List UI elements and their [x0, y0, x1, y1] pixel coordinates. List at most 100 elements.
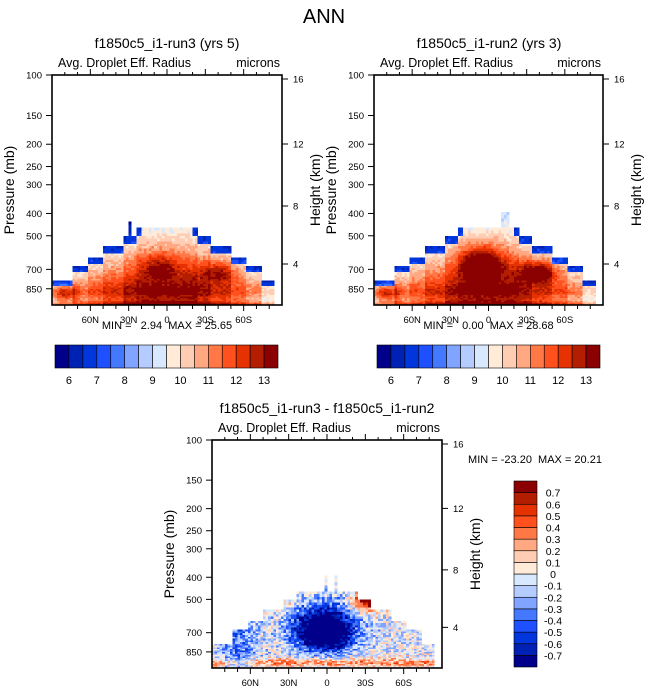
field-cell: [246, 302, 250, 305]
field-cell: [519, 243, 522, 247]
field-cell: [483, 299, 487, 302]
field-cell: [169, 280, 173, 283]
field-cell: [457, 246, 461, 250]
field-cell: [223, 257, 227, 261]
field-cell: [496, 227, 500, 231]
field-cell: [435, 302, 439, 305]
field-cell: [100, 280, 104, 283]
field-cell: [115, 267, 119, 271]
field-cell: [455, 263, 459, 267]
field-cell: [190, 279, 193, 282]
field-cell: [463, 288, 466, 291]
field-cell: [87, 298, 91, 300]
field-cell: [394, 275, 398, 278]
field-cell: [59, 288, 63, 291]
field-cell: [174, 246, 178, 250]
field-cell: [470, 250, 474, 254]
field-cell: [475, 302, 479, 305]
field-cell: [187, 248, 191, 252]
field-cell: [485, 269, 489, 273]
field-cell: [233, 282, 237, 285]
field-cell: [256, 295, 260, 297]
field-cell: [238, 300, 242, 303]
field-cell: [228, 275, 232, 278]
field-cell: [261, 290, 265, 293]
field-cell: [501, 277, 505, 280]
y-tick-label: 100: [26, 71, 42, 82]
field-cell: [200, 241, 204, 245]
field-cell: [82, 271, 86, 275]
field-cell: [519, 238, 522, 242]
field-cell: [87, 263, 91, 267]
field-cell: [516, 292, 520, 294]
field-cell: [452, 250, 456, 254]
field-cell: [118, 292, 122, 294]
field-cell: [169, 298, 173, 300]
field-cell: [394, 287, 398, 290]
field-cell: [154, 227, 158, 231]
field-cell: [503, 255, 507, 259]
field-cell: [493, 263, 497, 267]
field-cell: [177, 285, 181, 288]
field-cell: [202, 295, 206, 297]
field-cell: [154, 275, 158, 278]
field-cell: [90, 269, 94, 273]
field-cell: [498, 233, 502, 237]
field-cell: [529, 236, 533, 240]
field-cell: [205, 288, 209, 291]
field-cell: [138, 257, 142, 261]
field-cell: [202, 269, 206, 273]
field-cell: [526, 293, 530, 296]
field-cell: [169, 241, 173, 245]
field-cell: [534, 284, 538, 287]
field-cell: [223, 267, 227, 271]
field-cell: [516, 243, 520, 247]
field-cell: [508, 295, 512, 297]
field-cell: [399, 271, 403, 275]
field-cell: [177, 257, 181, 261]
field-cell: [169, 243, 173, 247]
field-cell: [228, 271, 232, 275]
field-cell: [72, 284, 76, 287]
field-cell: [138, 299, 142, 302]
field-cell: [110, 265, 114, 269]
field-cell: [506, 243, 510, 247]
field-cell: [207, 259, 211, 263]
field-cell: [271, 285, 275, 288]
field-cell: [264, 296, 268, 299]
field-cell: [473, 279, 477, 282]
field-cell: [496, 248, 500, 252]
field-cell: [218, 246, 222, 250]
field-cell: [531, 279, 535, 282]
field-cell: [126, 293, 130, 296]
field-cell: [233, 299, 237, 302]
field-cell: [167, 269, 170, 273]
field-cell: [384, 298, 388, 300]
field-cell: [108, 295, 112, 297]
field-cell: [521, 296, 525, 299]
field-cell: [192, 296, 196, 299]
field-cell: [524, 257, 528, 261]
field-cell: [429, 267, 433, 271]
field-cell: [223, 296, 227, 299]
field-cell: [103, 248, 107, 252]
field-cell: [419, 273, 423, 276]
field-cell: [154, 263, 158, 267]
field-cell: [90, 287, 94, 290]
field-cell: [394, 267, 398, 271]
field-cell: [87, 275, 91, 278]
field-cell: [151, 248, 155, 252]
field-cell: [113, 279, 117, 282]
field-cell: [447, 246, 451, 250]
field-cell: [207, 236, 211, 240]
field-cell: [98, 302, 101, 305]
field-cell: [432, 282, 436, 285]
colorbar-label: 7: [94, 375, 100, 387]
field-cell: [501, 296, 505, 299]
field-cell: [539, 279, 543, 282]
field-cell: [516, 282, 520, 285]
field-cell: [90, 284, 94, 287]
field-cell: [463, 227, 466, 231]
field-cell: [85, 296, 89, 299]
field-cell: [501, 238, 505, 242]
